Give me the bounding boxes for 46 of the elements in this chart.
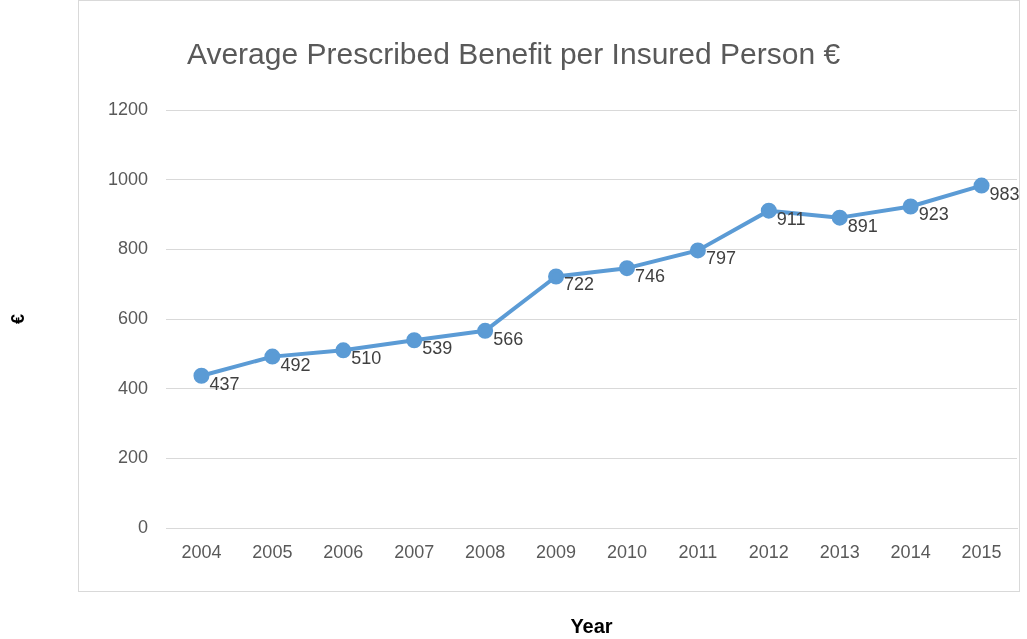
data-label: 437 bbox=[209, 373, 240, 394]
point bbox=[335, 342, 352, 359]
x-axis-title: Year bbox=[570, 614, 613, 637]
y-tick-label: 1000 bbox=[107, 168, 148, 189]
data-label: 566 bbox=[493, 328, 524, 349]
point bbox=[406, 332, 423, 349]
y-tick-label: 800 bbox=[117, 238, 148, 259]
y-axis-title: € bbox=[7, 313, 28, 325]
x-tick-label: 2004 bbox=[181, 541, 222, 562]
point bbox=[618, 260, 635, 277]
data-label: 510 bbox=[351, 348, 382, 369]
x-tick-label: 2007 bbox=[394, 541, 435, 562]
data-label: 923 bbox=[918, 204, 949, 225]
point bbox=[193, 367, 210, 384]
data-label: 722 bbox=[564, 274, 595, 295]
point bbox=[760, 202, 777, 219]
x-tick-label: 2015 bbox=[961, 541, 1002, 562]
data-label: 911 bbox=[776, 208, 806, 229]
y-tick-label: 0 bbox=[137, 516, 148, 537]
point bbox=[689, 242, 706, 259]
point bbox=[973, 177, 990, 194]
point bbox=[902, 198, 919, 215]
x-tick-label: 2012 bbox=[748, 541, 789, 562]
x-tick-label: 2011 bbox=[678, 541, 718, 562]
data-label: 492 bbox=[280, 354, 311, 375]
data-label: 891 bbox=[847, 215, 878, 236]
y-tick-label: 200 bbox=[117, 447, 148, 468]
chart-title: Average Prescribed Benefit per Insured Person € bbox=[186, 37, 841, 71]
point bbox=[477, 322, 494, 339]
x-tick-label: 2014 bbox=[890, 541, 931, 562]
x-tick-label: 2005 bbox=[252, 541, 293, 562]
point bbox=[548, 268, 565, 285]
x-tick-label: 2013 bbox=[819, 541, 860, 562]
y-tick-label: 400 bbox=[117, 377, 148, 398]
point bbox=[831, 209, 848, 226]
data-label: 539 bbox=[422, 338, 453, 359]
x-tick-label: 2009 bbox=[536, 541, 577, 562]
x-tick-label: 2008 bbox=[465, 541, 506, 562]
y-tick-label: 1200 bbox=[107, 98, 148, 119]
data-label: 983 bbox=[989, 183, 1020, 204]
x-tick-label: 2010 bbox=[606, 541, 647, 562]
x-tick-label: 2006 bbox=[323, 541, 364, 562]
y-tick-label: 600 bbox=[117, 307, 148, 328]
point bbox=[264, 348, 281, 365]
data-label: 746 bbox=[634, 266, 666, 287]
data-label: 797 bbox=[705, 248, 736, 269]
